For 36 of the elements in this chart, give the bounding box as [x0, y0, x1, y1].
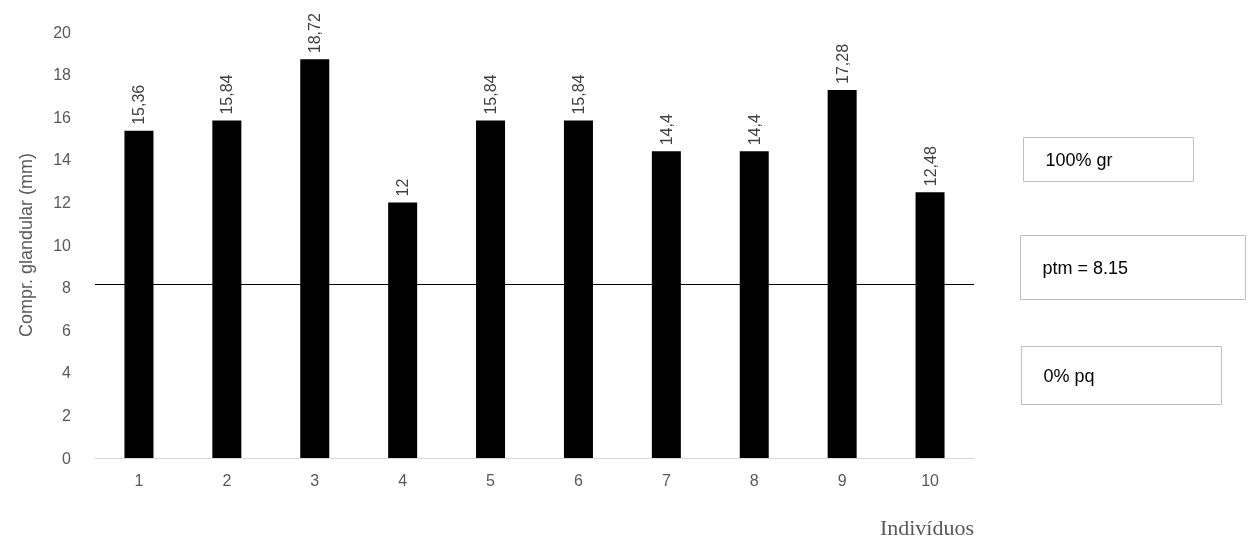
x-tick-label: 1: [134, 471, 144, 489]
ref-line-label: ptm = 8.15: [1042, 257, 1129, 278]
data-label: 15,84: [218, 74, 236, 115]
data-label: 14,4: [657, 114, 675, 146]
y-tick-label: 4: [62, 364, 72, 382]
data-label: 15,84: [482, 74, 500, 115]
x-tick-label: 7: [661, 471, 671, 489]
data-label: 15,36: [130, 84, 148, 125]
y-tick-label: 2: [62, 406, 72, 424]
y-tick-label: 6: [62, 321, 72, 339]
y-tick-label: 16: [53, 108, 72, 126]
x-tick-label: 9: [837, 471, 847, 489]
x-tick-label: 3: [310, 471, 320, 489]
y-tick-label: 12: [53, 193, 72, 211]
y-tick-label: 14: [53, 151, 72, 169]
x-tick-label: 4: [398, 471, 408, 489]
data-label: 12: [394, 178, 412, 197]
y-tick-label: 18: [53, 66, 72, 84]
text: 0% pq: [1043, 365, 1095, 386]
data-label: 18,72: [306, 13, 324, 54]
data-label: 14,4: [745, 114, 763, 146]
x-tick-label: 6: [574, 471, 583, 489]
x-tick-label: 2: [222, 471, 232, 489]
x-axis-title: Indivíduos: [879, 514, 974, 540]
data-label: 12,48: [921, 146, 939, 187]
x-tick-label: 8: [749, 471, 759, 489]
data-label: 17,28: [833, 43, 851, 84]
y-axis-title: Compr. glandular (mm): [16, 152, 36, 338]
y-tick-label: 10: [53, 236, 72, 254]
text: 100% gr: [1045, 149, 1113, 170]
y-tick-label: 20: [53, 23, 72, 41]
y-tick-label: 0: [62, 449, 72, 467]
x-tick-label: 5: [486, 471, 496, 489]
data-label: 15,84: [569, 74, 587, 115]
y-tick-label: 8: [62, 279, 72, 297]
x-tick-label: 10: [921, 471, 940, 489]
